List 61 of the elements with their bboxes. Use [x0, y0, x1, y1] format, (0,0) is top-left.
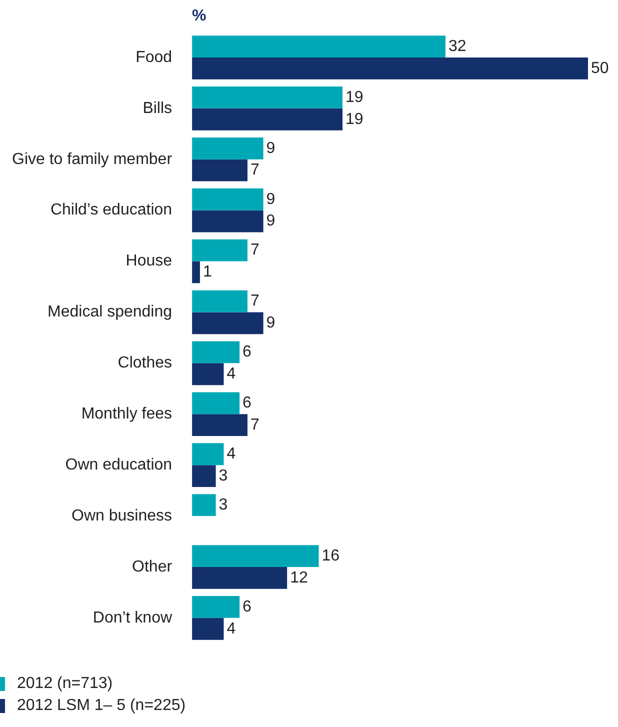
data-label: 7: [250, 292, 260, 310]
y-tick-label: Medical spending: [48, 304, 172, 321]
data-label: 7: [250, 162, 260, 179]
y-tick-label: Bills: [142, 100, 172, 117]
data-label: 16: [322, 547, 340, 564]
bar: [192, 618, 224, 640]
legend-label: 2012 (n=713): [17, 675, 113, 693]
bar: [192, 392, 240, 414]
bar: [192, 465, 216, 487]
bar: [192, 239, 248, 262]
data-label: 9: [266, 314, 276, 332]
data-label: 19: [346, 110, 364, 128]
bar: [192, 137, 264, 160]
bar: [192, 341, 240, 364]
bar: [192, 290, 248, 312]
data-label: 4: [226, 366, 236, 383]
y-tick-label: Food: [136, 48, 172, 66]
bar: [192, 596, 240, 618]
chart-title: %: [192, 7, 206, 24]
data-label: 9: [266, 190, 276, 208]
bar: [192, 261, 200, 284]
legend-label: 2012 LSM 1– 5 (n=225): [17, 697, 186, 715]
data-label: 7: [250, 416, 260, 434]
bar: [192, 86, 343, 108]
data-label: 6: [242, 344, 252, 361]
bar: [192, 108, 343, 130]
bar: [192, 494, 216, 516]
data-label: 4: [226, 620, 236, 638]
data-label: 19: [346, 88, 364, 106]
bar: [192, 443, 224, 466]
data-label: 3: [218, 467, 228, 484]
data-label: 1: [202, 264, 212, 281]
y-tick-label: Other: [132, 558, 173, 576]
data-label: 12: [290, 569, 308, 586]
data-label: 6: [242, 394, 252, 412]
bar: [192, 188, 264, 210]
bar: [192, 363, 224, 386]
bar: [192, 159, 248, 182]
y-tick-label: Give to family member: [12, 150, 173, 168]
y-tick-label: Child’s education: [50, 202, 172, 219]
bar: [192, 312, 264, 334]
bar: [192, 36, 446, 58]
y-tick-label: Don’t know: [92, 609, 172, 626]
data-label: 4: [226, 446, 236, 463]
data-label: 7: [250, 242, 260, 259]
data-label: 32: [448, 38, 466, 55]
y-tick-label: Own business: [72, 507, 172, 524]
data-label: 9: [266, 140, 276, 157]
bar: [192, 566, 288, 589]
bar: [192, 545, 319, 567]
y-tick-label: Monthly fees: [81, 406, 172, 423]
y-tick-label: House: [126, 252, 172, 270]
bar: [192, 414, 248, 436]
data-label: 6: [242, 598, 252, 616]
data-label: 9: [266, 212, 276, 230]
bar: [192, 210, 264, 232]
data-label: 3: [218, 496, 228, 514]
bar: [192, 57, 588, 80]
data-label: 50: [591, 60, 609, 77]
y-tick-label: Clothes: [118, 354, 172, 372]
y-tick-label: Own education: [65, 456, 172, 474]
